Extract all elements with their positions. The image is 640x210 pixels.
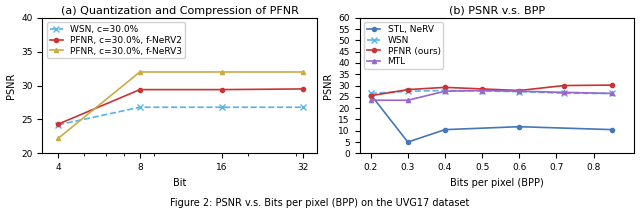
PFNR, c=30.0%, f-NeRV3 xyxy=(136,71,143,73)
WSN xyxy=(560,92,568,94)
PFNR, c=30.0%, f-NeRV2 xyxy=(218,88,225,91)
PFNR (ours) xyxy=(367,94,374,97)
STL, NeRV xyxy=(404,141,412,143)
PFNR, c=30.0%, f-NeRV3 xyxy=(300,71,307,73)
MTL xyxy=(441,90,449,92)
WSN xyxy=(404,90,412,92)
Line: MTL: MTL xyxy=(369,88,614,102)
Legend: STL, NeRV, WSN, PFNR (ours), MTL: STL, NeRV, WSN, PFNR (ours), MTL xyxy=(364,22,444,69)
MTL xyxy=(478,89,486,92)
WSN xyxy=(367,92,374,95)
WSN, c=30.0% xyxy=(218,106,225,109)
MTL xyxy=(367,99,374,101)
STL, NeRV xyxy=(608,128,616,131)
WSN, c=30.0% xyxy=(54,124,62,126)
STL, NeRV xyxy=(367,93,374,96)
MTL xyxy=(608,92,616,95)
WSN xyxy=(478,90,486,92)
PFNR, c=30.0%, f-NeRV2 xyxy=(136,88,143,91)
MTL xyxy=(560,91,568,94)
WSN, c=30.0% xyxy=(136,106,143,109)
PFNR, c=30.0%, f-NeRV2 xyxy=(54,123,62,125)
Line: PFNR (ours): PFNR (ours) xyxy=(369,83,614,98)
Line: WSN, c=30.0%: WSN, c=30.0% xyxy=(55,104,306,128)
PFNR, c=30.0%, f-NeRV2 xyxy=(300,88,307,90)
WSN xyxy=(515,90,523,93)
MTL xyxy=(515,90,523,92)
Title: (b) PSNR v.s. BPP: (b) PSNR v.s. BPP xyxy=(449,5,545,16)
PFNR, c=30.0%, f-NeRV3 xyxy=(54,137,62,140)
Title: (a) Quantization and Compression of PFNR: (a) Quantization and Compression of PFNR xyxy=(61,5,299,16)
Y-axis label: PSNR: PSNR xyxy=(323,72,333,99)
STL, NeRV xyxy=(441,128,449,131)
PFNR (ours) xyxy=(608,84,616,86)
PFNR (ours) xyxy=(404,88,412,91)
Line: PFNR, c=30.0%, f-NeRV3: PFNR, c=30.0%, f-NeRV3 xyxy=(56,70,305,140)
Text: Figure 2: PSNR v.s. Bits per pixel (BPP) on the UVG17 dataset: Figure 2: PSNR v.s. Bits per pixel (BPP)… xyxy=(170,198,470,208)
Line: STL, NeRV: STL, NeRV xyxy=(369,92,614,144)
Line: PFNR, c=30.0%, f-NeRV2: PFNR, c=30.0%, f-NeRV2 xyxy=(56,87,305,126)
X-axis label: Bit: Bit xyxy=(173,178,186,188)
WSN, c=30.0% xyxy=(300,106,307,109)
PFNR (ours) xyxy=(515,89,523,92)
Legend: WSN, c=30.0%, PFNR, c=30.0%, f-NeRV2, PFNR, c=30.0%, f-NeRV3: WSN, c=30.0%, PFNR, c=30.0%, f-NeRV2, PF… xyxy=(47,22,185,58)
MTL xyxy=(404,99,412,101)
Line: WSN: WSN xyxy=(368,88,615,96)
X-axis label: Bits per pixel (BPP): Bits per pixel (BPP) xyxy=(450,178,544,188)
PFNR, c=30.0%, f-NeRV3 xyxy=(218,71,225,73)
PFNR (ours) xyxy=(478,88,486,90)
WSN xyxy=(608,92,616,95)
WSN xyxy=(441,89,449,92)
Y-axis label: PSNR: PSNR xyxy=(6,72,15,99)
STL, NeRV xyxy=(515,125,523,128)
PFNR (ours) xyxy=(441,86,449,89)
PFNR (ours) xyxy=(560,84,568,87)
